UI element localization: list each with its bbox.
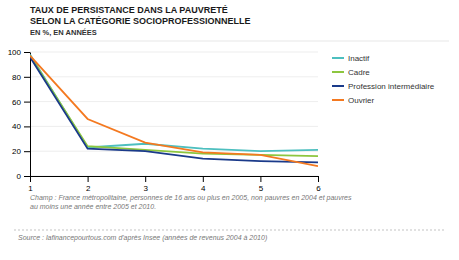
x-tick: 2 xyxy=(86,176,91,193)
y-axis-line xyxy=(30,53,31,177)
legend-item: Ouvrier xyxy=(332,96,375,105)
y-tick-label: 80 xyxy=(12,73,21,82)
y-tick: 100 xyxy=(8,48,30,57)
x-axis-line xyxy=(31,176,319,177)
legend-swatch xyxy=(332,71,344,73)
title: TAUX DE PERSISTANCE DANS LA PAUVRETÉ xyxy=(30,5,228,15)
y-tick-label: 60 xyxy=(12,98,21,107)
y-tick-mark xyxy=(24,102,30,103)
x-tick-label: 5 xyxy=(259,184,264,193)
legend-item: Inactif xyxy=(332,54,370,63)
grid-line xyxy=(30,176,318,177)
x-tick: 6 xyxy=(316,176,321,193)
source: Source : lafinancepourtous.com d'après I… xyxy=(18,234,267,242)
x-tick-label: 3 xyxy=(143,184,148,193)
series-line xyxy=(30,56,318,156)
x-tick-mark xyxy=(318,176,319,182)
x-tick: 3 xyxy=(143,176,148,193)
footnote: Champ : France métropolitaine, personnes… xyxy=(30,194,352,202)
x-tick-label: 6 xyxy=(316,184,321,193)
legend: Inactif Cadre Profession intermédiaire Ouvr… xyxy=(332,54,435,105)
x-tick-mark xyxy=(260,176,261,182)
y-tick: 0 xyxy=(17,172,30,181)
y-tick: 60 xyxy=(12,98,30,107)
y-tick-label: 20 xyxy=(12,147,21,156)
legend-label: Cadre xyxy=(348,68,370,77)
chart: TAUX DE PERSISTANCE DANS LA PAUVRETÉSELO… xyxy=(0,0,459,260)
legend-swatch xyxy=(332,99,344,101)
grid-line xyxy=(30,76,318,77)
grid xyxy=(30,52,318,176)
y-tick-label: 40 xyxy=(12,122,21,131)
footnote: au moins une année entre 2005 et 2010. xyxy=(30,203,156,210)
y-tick-mark xyxy=(24,52,30,53)
x-tick-mark xyxy=(203,176,204,182)
series-line xyxy=(30,57,318,162)
y-tick: 40 xyxy=(12,122,30,131)
legend-label: Profession intermédiaire xyxy=(348,82,435,91)
legend-label: Ouvrier xyxy=(348,96,375,105)
x-tick: 4 xyxy=(201,176,206,193)
x-tick-mark xyxy=(88,176,89,182)
y-axis: 0 20 40 60 80 100 xyxy=(8,48,31,181)
y-tick: 80 xyxy=(12,73,30,82)
y-tick: 20 xyxy=(12,147,30,156)
grid-line xyxy=(30,52,318,53)
x-tick: 5 xyxy=(259,176,264,193)
legend-item: Profession intermédiaire xyxy=(332,82,435,91)
x-axis: 1 2 3 4 5 6 xyxy=(28,176,321,193)
legend-item: Cadre xyxy=(332,68,370,77)
series-line xyxy=(30,56,318,166)
y-tick-label: 100 xyxy=(8,48,22,57)
y-tick-label: 0 xyxy=(17,172,22,181)
y-tick-mark xyxy=(24,151,30,152)
y-tick-mark xyxy=(24,176,30,177)
legend-label: Inactif xyxy=(348,54,370,63)
divider xyxy=(30,41,449,42)
x-tick-mark xyxy=(30,176,31,182)
x-tick: 1 xyxy=(28,176,33,193)
y-tick-mark xyxy=(24,126,30,127)
x-tick-label: 2 xyxy=(86,184,91,193)
legend-swatch xyxy=(332,85,344,87)
lines xyxy=(30,54,318,166)
subtitle: EN %, EN ANNÉES xyxy=(30,28,97,37)
x-tick-label: 4 xyxy=(201,184,206,193)
y-tick-mark xyxy=(24,77,30,78)
title: SELON LA CATÉGORIE SOCIOPROFESSIONNELLE xyxy=(30,16,251,26)
separator xyxy=(14,230,445,231)
x-tick-label: 1 xyxy=(28,184,33,193)
x-tick-mark xyxy=(145,176,146,182)
legend-swatch xyxy=(332,57,344,59)
